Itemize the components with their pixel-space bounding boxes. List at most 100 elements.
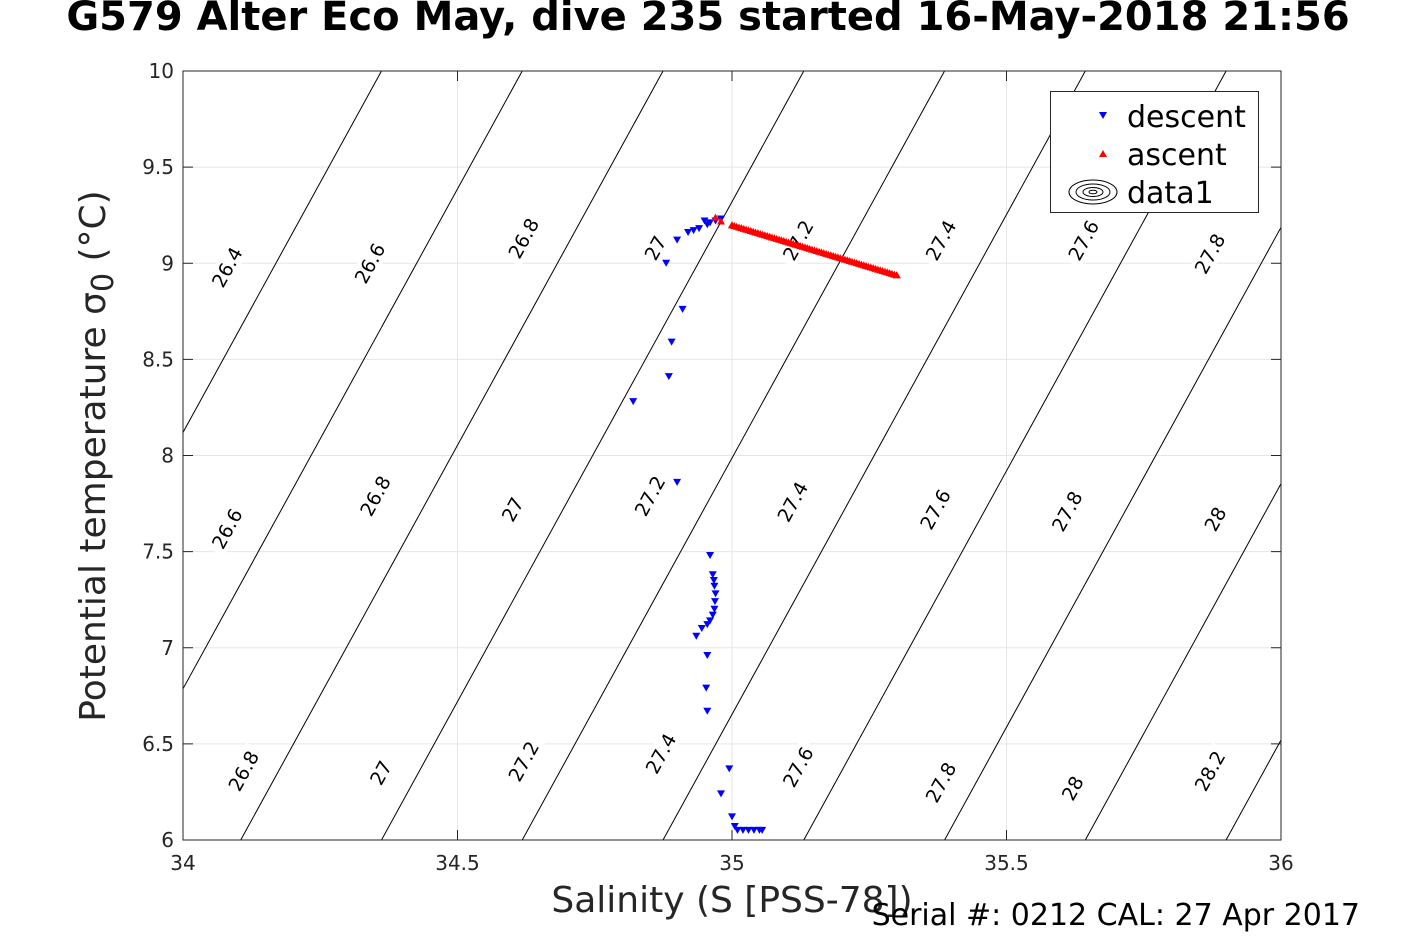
descent-marker — [733, 826, 742, 834]
x-tick-label: 34.5 — [435, 851, 480, 875]
legend-item-ascent: ascent — [1051, 136, 1258, 173]
y-tick-label: 7 — [161, 636, 174, 660]
descent-marker — [697, 625, 706, 633]
contour-icon — [1068, 179, 1118, 205]
descent-marker — [738, 826, 747, 834]
descent-marker — [711, 590, 720, 598]
y-tick-label: 9.5 — [142, 155, 174, 179]
descent-marker — [673, 478, 682, 486]
y-label-subscript: 0 — [86, 272, 122, 293]
x-tick-label: 36 — [1268, 851, 1293, 875]
descent-marker — [692, 632, 701, 640]
descent-marker — [703, 221, 712, 229]
contour-label-bg — [347, 235, 392, 292]
y-tick-label: 10 — [149, 59, 174, 83]
contour-label-bg — [1061, 212, 1106, 269]
legend-item-descent: descent — [1051, 98, 1258, 135]
descent-marker — [673, 236, 682, 244]
descent-marker — [749, 826, 758, 834]
contour-label-bg — [638, 229, 673, 267]
descent-marker — [700, 217, 709, 225]
contour-label-bg — [1187, 225, 1232, 282]
ascent-marker — [711, 213, 720, 221]
ascent-marker — [892, 271, 901, 279]
descent-marker — [695, 225, 704, 233]
isopycnal-line — [183, 71, 523, 690]
contour-label-bg — [221, 742, 266, 799]
descent-marker — [629, 398, 638, 406]
contour-label-bg — [501, 733, 546, 790]
descent-marker — [702, 684, 711, 692]
contour-label-bg — [1198, 500, 1232, 538]
contour-label-bg — [770, 473, 815, 530]
descent-marker — [717, 790, 726, 798]
chart-title: G579 Alter Eco May, dive 235 started 16-… — [66, 0, 1350, 40]
descent-marker — [709, 576, 718, 584]
x-tick-label: 35.5 — [984, 851, 1029, 875]
descent-marker — [708, 571, 717, 579]
contour-label-bg — [918, 212, 963, 269]
descent-marker — [662, 259, 671, 267]
descent-marker — [744, 826, 753, 834]
descent-marker — [706, 617, 715, 625]
descent-marker — [710, 605, 719, 613]
contour-label-bg — [918, 754, 963, 811]
isopycnal-line — [183, 71, 383, 434]
contour-label-bg — [1044, 483, 1090, 540]
x-tick-label: 34 — [170, 851, 195, 875]
legend-label: descent — [1127, 100, 1246, 135]
contour-label-bg — [363, 754, 398, 792]
contour-label-bg — [775, 212, 821, 269]
descent-marker — [758, 826, 767, 834]
descent-marker-icon — [1099, 112, 1107, 119]
contour-label-bg — [204, 239, 250, 296]
x-axis-label: Salinity (S [PSS-78]) — [551, 880, 913, 921]
descent-marker — [725, 765, 734, 773]
descent-marker — [706, 551, 715, 559]
descent-marker — [710, 598, 719, 606]
descent-marker — [678, 305, 687, 313]
isopycnal-line — [943, 226, 1281, 840]
isopycnal-line — [1225, 738, 1281, 840]
legend: descent ascent data1 — [1050, 91, 1259, 213]
descent-marker — [728, 813, 736, 821]
y-tick-label: 6.5 — [142, 732, 174, 756]
y-tick-label: 8.5 — [142, 347, 174, 371]
descent-marker — [703, 651, 712, 659]
serial-cal-note: Serial #: 0212 CAL: 27 Apr 2017 — [871, 898, 1360, 933]
y-tick-label: 7.5 — [142, 540, 174, 564]
descent-marker — [730, 823, 739, 831]
isopycnal-line — [1084, 482, 1281, 840]
contour-label-bg — [1187, 742, 1232, 799]
descent-marker — [708, 611, 717, 619]
descent-marker — [703, 621, 712, 629]
descent-marker — [684, 228, 693, 236]
legend-item-data1: data1 — [1051, 174, 1258, 211]
y-axis-label: Potential temperature σ0 (°C) — [72, 190, 122, 722]
isopycnal-line — [240, 71, 664, 840]
y-tick-label: 6 — [161, 828, 174, 852]
y-tick-label: 8 — [161, 444, 174, 468]
contour-label-bg — [912, 481, 958, 538]
ascent-marker-icon — [1099, 150, 1107, 157]
contour-label-bg — [501, 210, 546, 267]
legend-label: ascent — [1127, 138, 1227, 173]
legend-label: data1 — [1127, 176, 1214, 211]
descent-marker — [667, 338, 676, 346]
contour-label-bg — [638, 725, 683, 782]
y-tick-label: 9 — [161, 251, 174, 275]
descent-marker — [664, 373, 673, 381]
data-points — [629, 213, 901, 834]
isopycnal-line — [380, 71, 805, 840]
contour-label-bg — [352, 467, 398, 524]
contour-label-bg — [1055, 769, 1090, 807]
contour-label-bg — [204, 500, 250, 557]
contour-label-bg — [495, 490, 530, 528]
descent-marker — [703, 707, 712, 715]
contour-label-bg — [775, 738, 821, 796]
isopycnal-line — [521, 71, 946, 840]
x-tick-label: 35 — [719, 851, 744, 875]
contour-label-bg — [627, 467, 672, 524]
ascent-marker — [717, 217, 726, 225]
